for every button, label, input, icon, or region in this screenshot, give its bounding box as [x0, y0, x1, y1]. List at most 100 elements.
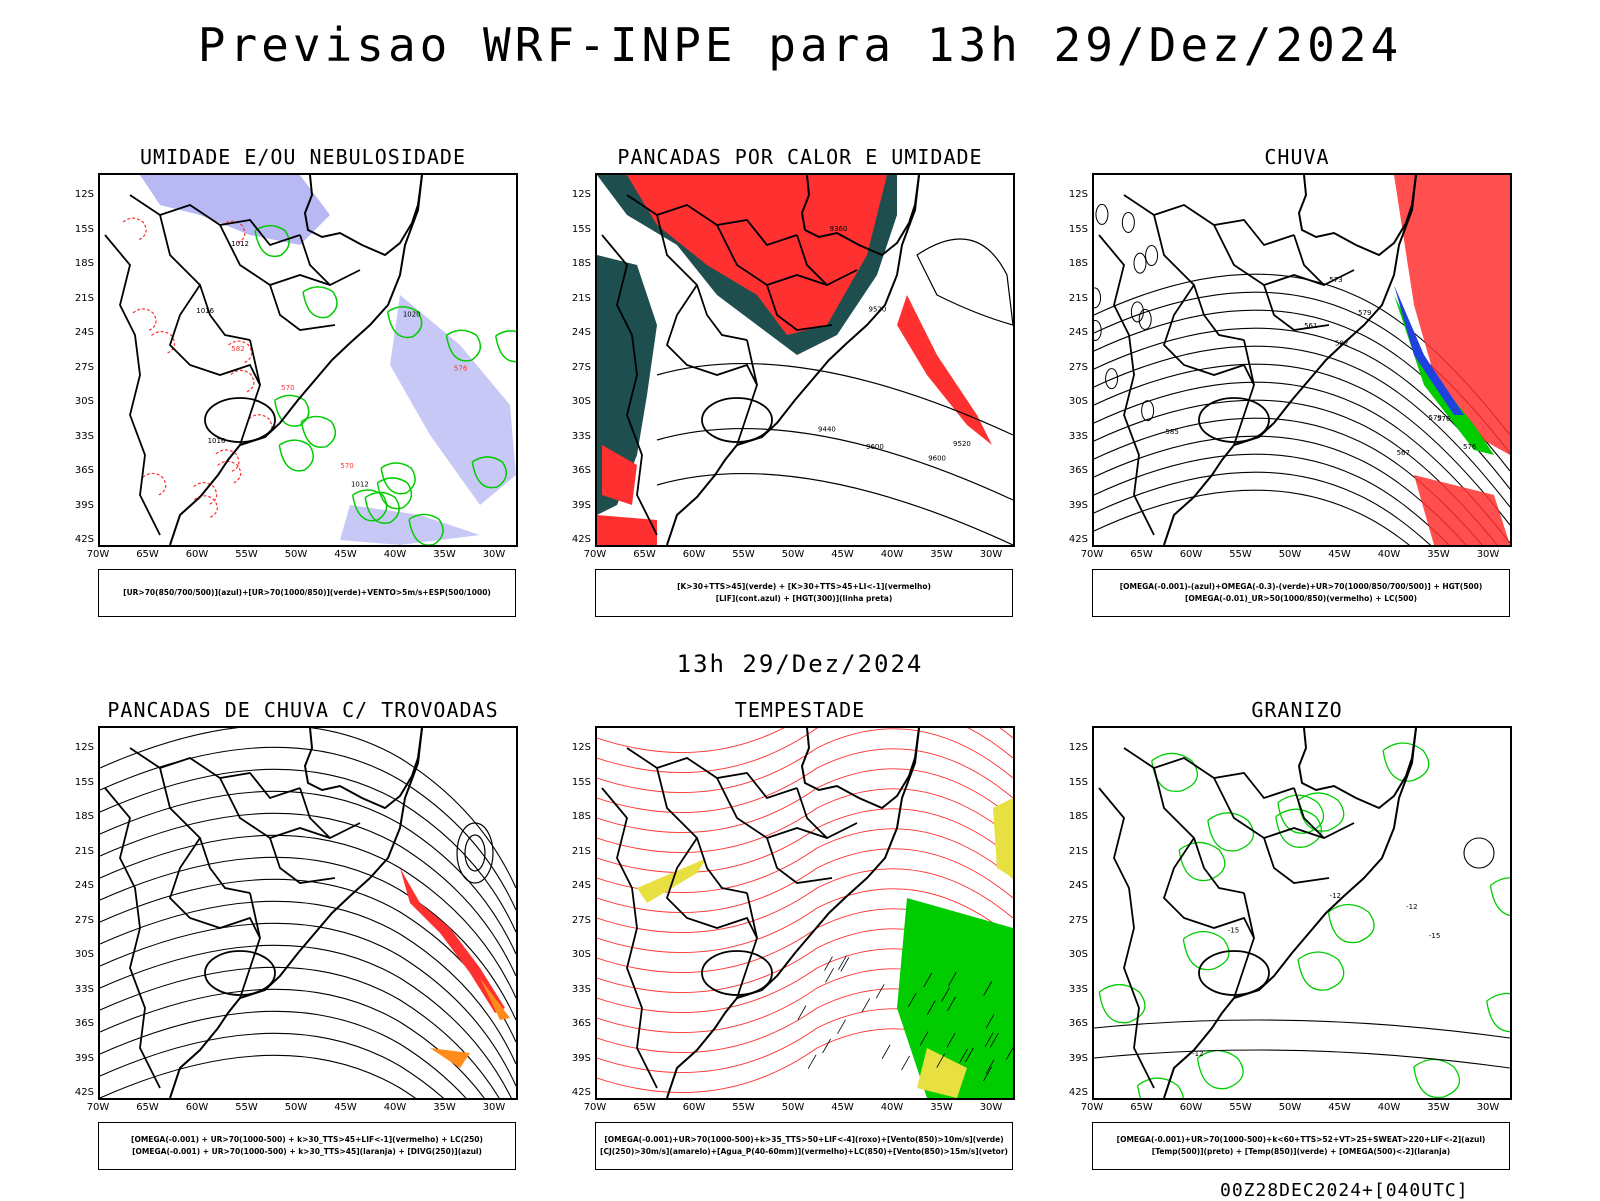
- latitude-label: 24S: [74, 880, 94, 891]
- panel-title: GRANIZO: [1251, 698, 1343, 722]
- longitude-label: 70W: [583, 549, 607, 560]
- longitude-label: 45W: [1328, 1102, 1351, 1113]
- longitude-label: 70W: [1080, 1102, 1104, 1113]
- state-border: [665, 284, 758, 386]
- hgt500-contour: [1094, 489, 1410, 545]
- contour-label: 570: [340, 462, 353, 470]
- longitude-label: 30W: [979, 1102, 1003, 1113]
- streamline: [100, 988, 485, 1098]
- legend-line: [OMEGA(-0.001)+UR>70(1000-500)+k<60+TTS>…: [1116, 1135, 1486, 1144]
- wind-vector: [984, 1032, 994, 1047]
- uruguay-border: [701, 397, 773, 443]
- contour-label: 1016: [208, 437, 226, 445]
- wind-vector: [919, 1031, 929, 1046]
- longitude-label: 45W: [334, 549, 357, 560]
- longitude-label: 35W: [930, 1102, 953, 1113]
- wind-vector: [983, 981, 993, 996]
- streamline: [100, 900, 516, 1065]
- lc-contour: [1138, 308, 1152, 330]
- longitude-label: 30W: [1476, 549, 1500, 560]
- state-border: [656, 767, 748, 894]
- forecast-map: [595, 726, 1015, 1100]
- state-border: [168, 284, 261, 386]
- red-contour: [221, 220, 246, 244]
- latitude-label: 15S: [571, 223, 591, 235]
- state-border: [159, 767, 251, 894]
- longitude-label: 50W: [284, 549, 308, 560]
- contour-label: 9600: [866, 443, 884, 451]
- longitude-label: 35W: [1427, 1102, 1450, 1113]
- uruguay-border: [701, 950, 773, 996]
- streamline: [100, 966, 500, 1098]
- longitude-label: 60W: [682, 549, 706, 560]
- latitude-label: 33S: [74, 430, 94, 442]
- red-contour: [132, 308, 157, 332]
- contour-label: 9520: [953, 440, 971, 448]
- longitude-label: 50W: [781, 1102, 805, 1113]
- latitude-label: 21S: [571, 845, 591, 857]
- storm-orange-area: [430, 1048, 470, 1068]
- latitude-label: 33S: [571, 430, 591, 442]
- latitude-label: 36S: [74, 465, 94, 476]
- streamline: [100, 856, 516, 1021]
- latitude-label: 12S: [571, 742, 591, 753]
- uruguay-border: [1198, 950, 1270, 996]
- longitude-label: 60W: [185, 549, 209, 560]
- forecast-map: 1012 1012 1016 1016 1020 570 576 582 570: [98, 173, 518, 547]
- hgt-contour: [656, 428, 1013, 501]
- longitude-label: 30W: [482, 549, 506, 560]
- contour-label: 576: [1437, 415, 1451, 423]
- map-svg: 1012 1012 1016 1016 1020 570 576 582 570: [104, 175, 516, 545]
- wind-vector: [941, 987, 950, 1002]
- latitude-label: 36S: [1068, 465, 1088, 476]
- wind-vector: [1006, 1047, 1013, 1060]
- state-border: [716, 777, 858, 839]
- map-svg: 9600 9520 9440 9360 9600 9520: [597, 175, 1013, 545]
- state-border: [665, 837, 758, 939]
- state-border: [601, 234, 658, 536]
- red-area: [627, 175, 887, 335]
- state-border: [736, 892, 758, 999]
- latitude-label: 42S: [74, 1087, 94, 1098]
- latitude-label: 30S: [571, 396, 591, 407]
- state-border: [269, 837, 336, 884]
- wind-vector: [822, 1038, 831, 1054]
- latitude-label: 15S: [571, 776, 591, 788]
- longitude-label: 65W: [136, 549, 159, 560]
- hgt500-contour: [1094, 345, 1510, 508]
- red-contour: [151, 330, 176, 355]
- wind-vector: [797, 1005, 807, 1020]
- latitude-label: 18S: [571, 258, 591, 269]
- streamline: [100, 922, 516, 1087]
- legend-line: [K>30+TTS>45](verde) + [K>30+TTS>45+LI<-…: [677, 582, 931, 591]
- longitude-label: 70W: [1080, 549, 1104, 560]
- wind-vector: [825, 968, 834, 983]
- red-contour: [217, 460, 242, 484]
- latitude-label: 27S: [1068, 361, 1088, 373]
- longitude-label: 35W: [930, 549, 953, 560]
- coastline: [303, 728, 423, 810]
- green-contour: [445, 329, 482, 362]
- coastline: [1297, 728, 1417, 810]
- latitude-label: 12S: [1068, 189, 1088, 200]
- temp850-contour: [1182, 930, 1230, 971]
- contour-label: 579: [1358, 309, 1371, 317]
- lc850-contour: [597, 868, 1013, 933]
- legend-line: [LIF](cont.azul) + [HGT(300)](linha pret…: [715, 594, 893, 603]
- state-border: [1123, 194, 1295, 247]
- overlay-layer: [1094, 742, 1510, 1098]
- red-contour: [230, 369, 255, 393]
- map-svg: -12 -12 -15 -12 -15: [1094, 728, 1510, 1098]
- streamline: [100, 1010, 467, 1098]
- temp850-contour: [1098, 983, 1146, 1024]
- panel-title: CHUVA: [1264, 145, 1330, 169]
- streamline: [100, 1032, 445, 1098]
- panel-title: TEMPESTADE: [734, 698, 866, 722]
- wind-vector: [947, 996, 956, 1012]
- temp850-contour: [1151, 752, 1199, 793]
- green-contour: [380, 462, 416, 495]
- forecast-map: [98, 726, 518, 1100]
- latitude-label: 15S: [74, 776, 94, 788]
- latitude-label: 30S: [74, 396, 94, 407]
- longitude-label: 45W: [831, 1102, 854, 1113]
